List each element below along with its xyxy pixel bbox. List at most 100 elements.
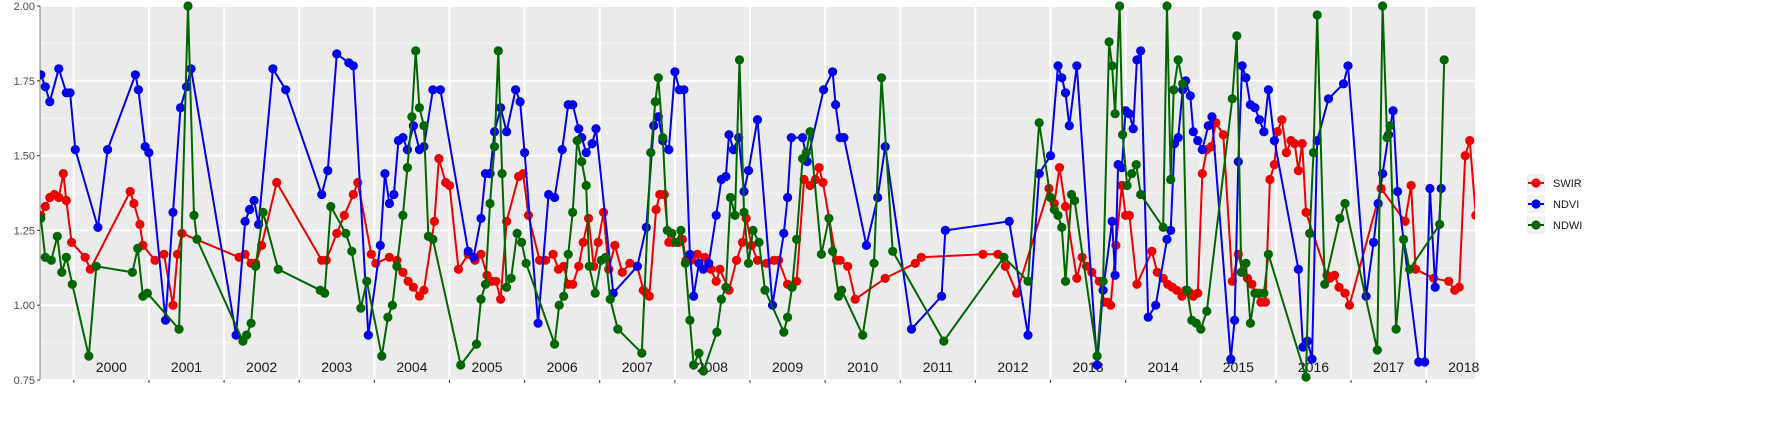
data-point-ndwi (779, 327, 789, 337)
data-point-swir (814, 163, 824, 173)
data-point-ndvi (402, 145, 412, 155)
year-label: 2000 (96, 359, 127, 375)
data-point-ndvi (568, 100, 578, 110)
data-point-ndvi (1237, 61, 1247, 71)
data-point-ndwi (1196, 324, 1206, 334)
y-tick-label: 1.50 (14, 151, 35, 163)
data-point-ndwi (1173, 55, 1183, 65)
data-point-ndwi (1305, 228, 1315, 238)
data-point-ndwi (1070, 195, 1080, 206)
data-point-ndwi (174, 324, 184, 334)
data-point-ndvi (1124, 109, 1134, 119)
legend: SWIR NDVI NDWI (1527, 174, 1582, 234)
data-point-ndvi (398, 133, 408, 143)
data-point-ndwi (698, 366, 709, 376)
data-point-ndwi (869, 258, 879, 268)
data-point-ndwi (637, 348, 647, 358)
data-point-ndwi (1241, 258, 1251, 268)
data-point-ndvi (533, 318, 543, 328)
data-point-ndvi (786, 133, 796, 143)
data-point-ndwi (676, 225, 686, 235)
data-point-swir (625, 258, 635, 268)
data-point-ndwi (653, 73, 663, 83)
data-point-ndwi (46, 255, 56, 265)
data-point-ndwi (939, 336, 949, 346)
data-point-ndvi (1254, 115, 1264, 125)
data-point-swir (843, 261, 853, 271)
data-point-ndwi (258, 207, 268, 217)
data-point-ndwi (1439, 55, 1449, 65)
data-point-ndwi (1104, 37, 1114, 47)
data-point-ndwi (1034, 118, 1044, 128)
data-point-ndvi (783, 192, 793, 203)
data-point-ndwi (792, 234, 802, 244)
data-point-ndwi (1110, 109, 1120, 119)
data-point-ndwi (52, 231, 62, 241)
data-point-ndvi (779, 228, 789, 238)
data-point-ndwi (646, 148, 656, 158)
data-point-ndwi (760, 285, 770, 295)
data-point-ndvi (1132, 55, 1142, 65)
data-point-ndwi (1308, 148, 1319, 158)
data-point-ndwi (805, 127, 815, 137)
data-point-ndwi (411, 46, 421, 56)
data-point-ndwi (67, 279, 77, 289)
data-point-ndwi (189, 210, 199, 220)
data-point-swir (1293, 166, 1303, 176)
data-point-swir (419, 285, 429, 295)
data-point-ndvi (1393, 186, 1403, 197)
data-point-swir (403, 276, 413, 286)
data-point-ndwi (716, 294, 727, 304)
data-point-ndvi (1057, 73, 1067, 83)
legend-item-ndvi: NDVI (1527, 195, 1579, 213)
data-point-ndwi (1182, 285, 1192, 295)
data-point-ndwi (1023, 276, 1033, 286)
data-point-swir (491, 276, 501, 286)
data-point-ndvi (1420, 357, 1430, 367)
data-point-ndvi (574, 124, 584, 134)
data-point-swir (978, 249, 988, 259)
data-point-swir (578, 237, 588, 247)
data-point-ndwi (521, 258, 531, 268)
data-point-swir (1269, 160, 1279, 170)
data-point-ndwi (192, 234, 202, 244)
data-point-ndwi (577, 157, 587, 167)
data-point-swir (58, 169, 68, 179)
legend-key-marker (1531, 220, 1541, 230)
data-point-ndwi (734, 55, 745, 65)
data-point-ndwi (502, 282, 512, 292)
data-point-ndvi (317, 189, 327, 200)
data-point-ndvi (685, 249, 695, 259)
axes: 0.75 1.00 1.25 1.50 1.75 2.00 (14, 1, 1427, 387)
data-point-ndvi (728, 145, 739, 155)
data-point-swir (1400, 216, 1410, 226)
data-point-ndvi (1307, 354, 1317, 364)
data-point-ndvi (1226, 354, 1236, 364)
data-point-swir (353, 177, 363, 188)
data-point-swir (159, 249, 169, 259)
data-point-ndwi (40, 213, 46, 223)
data-point-ndwi (456, 360, 466, 370)
data-point-ndwi (1405, 264, 1415, 274)
year-label: 2009 (772, 359, 803, 375)
data-point-ndwi (783, 312, 793, 322)
year-label: 2010 (847, 359, 878, 375)
year-label: 2006 (547, 359, 578, 375)
data-point-ndwi (347, 246, 357, 256)
data-point-swir (398, 267, 408, 277)
data-point-swir (1124, 210, 1134, 220)
data-point-ndvi (1259, 127, 1269, 137)
data-point-swir (574, 261, 584, 271)
data-point-ndvi (721, 171, 731, 182)
data-point-ndwi (251, 261, 261, 271)
data-point-ndvi (752, 115, 763, 125)
year-label: 2001 (171, 359, 202, 375)
data-point-ndwi (730, 210, 740, 220)
series-ndvi (40, 46, 1446, 370)
series-lines (40, 1, 1475, 382)
y-tick-label: 1.75 (14, 76, 35, 88)
data-point-ndvi (45, 97, 55, 107)
data-point-ndwi (816, 249, 827, 259)
data-point-swir (910, 258, 920, 268)
legend-item-swir: SWIR (1527, 174, 1582, 192)
